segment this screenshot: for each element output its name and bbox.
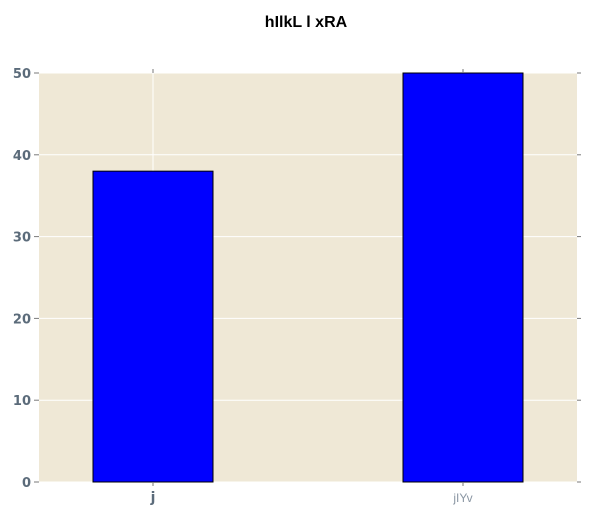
bar-j <box>93 171 213 482</box>
y-tick-label: 10 <box>13 394 31 409</box>
y-tick-label: 0 <box>22 476 31 491</box>
x-tick-label: j <box>150 490 156 506</box>
bar-jiyv <box>403 73 523 482</box>
chart-title: hIlkL l xRA <box>265 14 348 31</box>
y-tick-label: 40 <box>13 149 31 164</box>
x-tick-label: jIYv <box>452 491 472 505</box>
y-tick-label: 30 <box>13 231 31 246</box>
y-tick-label: 50 <box>13 67 31 82</box>
y-tick-label: 20 <box>13 312 31 327</box>
